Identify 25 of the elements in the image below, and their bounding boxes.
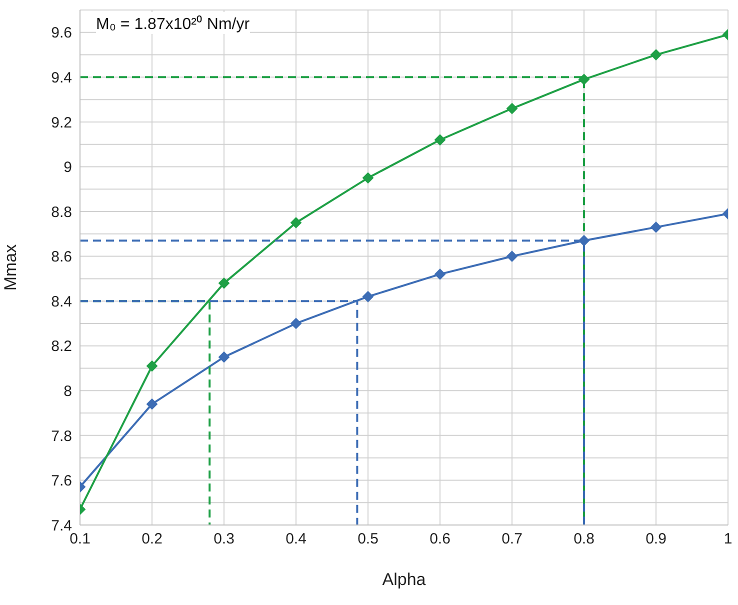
x-tick-label: 0.1 (70, 530, 90, 548)
y-tick-label: 9.4 (51, 70, 72, 86)
y-tick-label: 8 (64, 382, 72, 400)
y-tick-label: 9 (64, 159, 72, 176)
x-axis-title: Alpha (382, 570, 426, 589)
x-tick-label: 0.4 (286, 530, 306, 548)
y-tick-label: 8.8 (51, 204, 72, 221)
y-tick-label: 7.6 (51, 472, 72, 490)
annotation: M₀ = 1.87x10²⁰ Nm/yr (96, 12, 250, 34)
y-tick-label: 8.6 (51, 248, 72, 266)
y-tick-label: 7.8 (51, 428, 72, 445)
x-tick-label: 0.6 (430, 530, 450, 548)
x-tick-label: 0.9 (646, 530, 666, 548)
x-tick-label: 1 (724, 530, 732, 548)
y-tick-label: 9.6 (51, 24, 72, 42)
y-tick-label: 9.2 (51, 114, 72, 132)
y-tick-label: 7.4 (51, 517, 72, 534)
x-tick-label: 0.8 (574, 530, 594, 548)
x-tick-label: 0.7 (502, 530, 522, 548)
y-tick-label: 8.4 (51, 293, 72, 310)
x-tick-label: 0.3 (214, 530, 234, 548)
y-axis-title: Mmax (1, 244, 20, 291)
x-tick-label: 0.5 (358, 530, 378, 548)
y-tick-label: 8.2 (51, 338, 72, 356)
x-tick-label: 0.2 (142, 530, 162, 548)
